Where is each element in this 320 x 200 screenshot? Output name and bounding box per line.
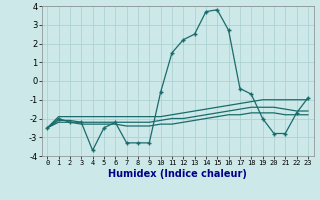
X-axis label: Humidex (Indice chaleur): Humidex (Indice chaleur) [108,169,247,179]
